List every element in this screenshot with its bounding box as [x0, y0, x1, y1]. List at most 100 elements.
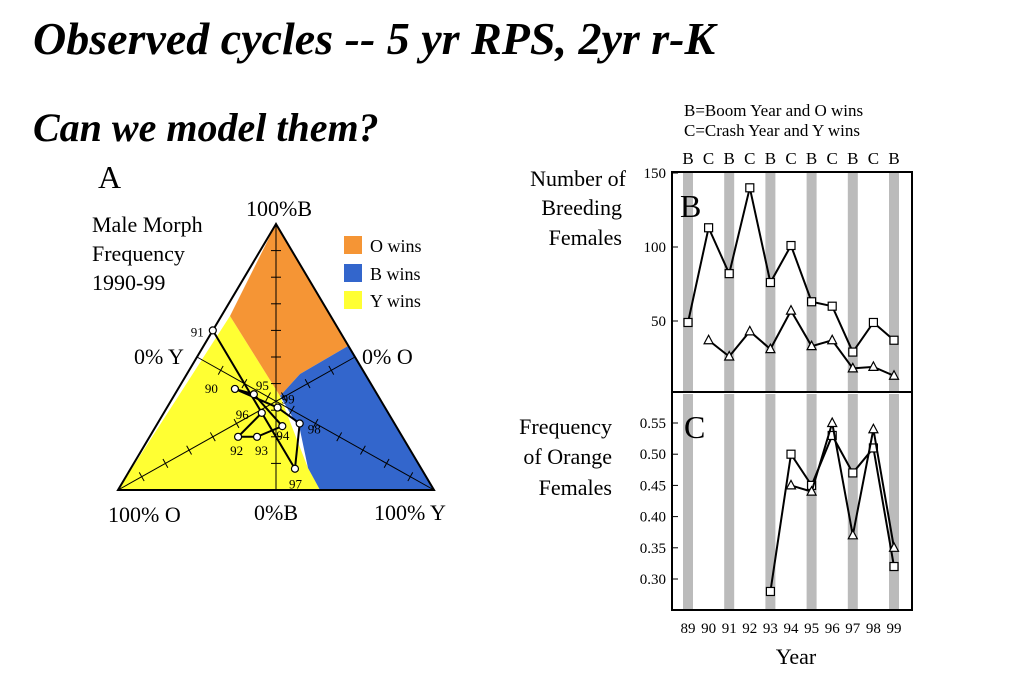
data-point-triangle	[744, 325, 756, 336]
legend-swatch-b	[344, 264, 362, 282]
axis-label-bottom: 0%B	[254, 500, 298, 525]
panel-c-xlabel: Year	[776, 644, 817, 669]
panel-b-shading	[683, 172, 899, 392]
x-tick-label: 94	[784, 621, 800, 637]
data-point-triangle	[764, 342, 776, 354]
ternary-point-label: 93	[255, 443, 268, 458]
legend-label-o: O wins	[370, 236, 422, 256]
ternary-point	[273, 403, 282, 412]
phase-label: C	[703, 149, 714, 168]
data-point-square	[703, 223, 714, 233]
data-point-triangle	[867, 360, 879, 371]
series-line-triangle	[707, 308, 895, 377]
phase-label: B	[806, 149, 817, 168]
axis-label-left: 0% Y	[134, 344, 184, 369]
panel-c-frame	[671, 392, 913, 611]
panel-b-frame	[671, 171, 913, 393]
ternary-tick	[233, 418, 240, 429]
panel-b: B=Boom Year and O wins C=Crash Year and …	[530, 101, 913, 393]
panel-c-shading	[683, 394, 899, 610]
data-point-triangle	[888, 541, 900, 552]
data-point-triangle	[785, 479, 797, 490]
data-point-square	[806, 297, 817, 307]
y-tick-label: 0.40	[640, 510, 666, 526]
ternary-point	[208, 326, 217, 335]
panel-a-label-1: Male Morph	[92, 212, 203, 237]
ternary-tick	[407, 472, 414, 482]
data-point-square	[868, 317, 879, 328]
ternary-point-label: 96	[236, 407, 250, 422]
y-tick-label: 0.50	[640, 447, 666, 463]
series-line-square	[687, 187, 895, 355]
panel-b-letter: B	[680, 188, 701, 224]
data-point-triangle	[785, 304, 797, 315]
ternary-tick	[336, 432, 343, 442]
vertex-label-bottom-left: 100% O	[108, 502, 181, 527]
data-point-square	[848, 468, 858, 478]
ternary-point	[252, 432, 262, 441]
panel-c-ylabel-3: Females	[539, 475, 612, 500]
panel-a-label-3: 1990-99	[92, 270, 165, 295]
ternary-point-label: 98	[308, 422, 321, 437]
panel-b-ylabel-1: Number of	[530, 166, 627, 191]
x-tick-label: 91	[722, 621, 737, 637]
panel-c-xticks: 89 90 91 92 93 94 95 96 97 98 99	[681, 621, 902, 637]
data-point-triangle	[826, 333, 838, 345]
boom-year-bar	[683, 394, 693, 610]
panel-c-ylabel-2: of Orange	[523, 444, 612, 469]
ternary-point-label: 94	[276, 428, 290, 443]
ternary-tick	[265, 392, 271, 402]
data-point-square	[786, 240, 796, 251]
boom-year-bar	[806, 172, 817, 392]
y-tick-label: 0.55	[640, 416, 666, 432]
ternary-legend: O wins B wins Y wins	[344, 236, 422, 311]
x-tick-label: 90	[701, 621, 716, 637]
ternary-tick	[304, 378, 311, 389]
boom-year-bar	[889, 172, 899, 392]
page-subtitle: Can we model them?	[33, 105, 379, 150]
ternary-tick	[328, 365, 335, 375]
y-tick-label: 100	[644, 240, 667, 256]
phase-label: C	[785, 149, 796, 168]
boom-year-bar	[724, 394, 735, 610]
panel-c-letter: C	[684, 409, 705, 445]
data-point-triangle	[888, 369, 900, 380]
panel-c: Frequency of Orange Females 0.55 0.50 0.45…	[519, 392, 913, 669]
legend-swatch-o	[344, 236, 362, 254]
x-tick-label: 99	[887, 621, 902, 637]
ternary-point	[249, 390, 258, 399]
ternary-point	[295, 419, 304, 428]
ternary-point-label: 95	[256, 378, 269, 393]
panel-c-series	[765, 416, 900, 597]
x-tick-label: 95	[804, 621, 819, 637]
ternary-tick	[217, 365, 224, 375]
panel-b-ylabel-3: Females	[549, 225, 622, 250]
phase-label: C	[868, 149, 879, 168]
data-point-square	[683, 317, 693, 328]
ternary-point	[278, 422, 287, 431]
page-title: Observed cycles -- 5 yr RPS, 2yr r-K	[33, 13, 716, 64]
x-tick-label: 97	[845, 621, 861, 637]
ternary-point	[230, 384, 240, 394]
data-point-triangle	[847, 362, 859, 373]
data-point-square	[765, 586, 776, 597]
y-tick-label: 0.35	[640, 541, 666, 557]
ternary-point-label: 97	[289, 477, 303, 492]
panel-a-letter: A	[98, 159, 121, 195]
data-point-square	[765, 277, 776, 288]
boom-year-bar	[806, 394, 817, 610]
ternary-tick	[138, 472, 145, 482]
x-tick-label: 92	[742, 621, 757, 637]
ternary-tick	[312, 418, 319, 429]
phase-label: B	[888, 149, 899, 168]
data-point-square	[848, 347, 858, 357]
phase-label: B	[847, 149, 858, 168]
boom-year-bar	[683, 172, 693, 392]
ternary-point	[290, 464, 300, 473]
panel-b-ylabel-2: Breeding	[541, 195, 622, 220]
ternary-point-label: 99	[282, 392, 295, 407]
y-tick-label: 50	[651, 314, 666, 330]
